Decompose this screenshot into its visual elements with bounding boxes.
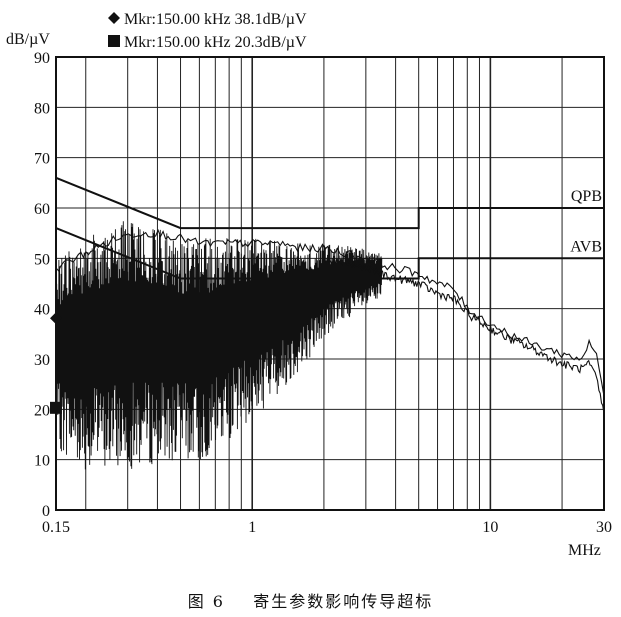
x-tick-labels: 0.15 1 10 30 xyxy=(42,519,612,536)
marker-1-label: Mkr:150.00 kHz 38.1dB/µV xyxy=(124,11,307,28)
y-tick-label: 0 xyxy=(42,503,50,520)
y-tick-label: 40 xyxy=(34,302,50,319)
plot-frame xyxy=(55,56,605,511)
y-axis-label: dB/µV xyxy=(6,31,50,48)
noise-band xyxy=(55,221,383,470)
y-tick-label: 20 xyxy=(34,402,50,419)
diamond-marker-icon xyxy=(108,12,120,24)
limit-line-qpb xyxy=(55,176,604,230)
y-tick-label: 10 xyxy=(34,453,50,470)
y-tick-label: 80 xyxy=(34,100,50,117)
y-tick-label: 50 xyxy=(34,251,50,268)
limit-label-avb: AVB xyxy=(570,238,602,255)
figure-caption: 图 6 寄生参数影响传导超标 xyxy=(187,592,434,611)
limit-lines: QPB AVB xyxy=(55,176,604,280)
y-tick-labels: 0 10 20 30 40 50 60 70 80 90 xyxy=(34,50,50,520)
x-tick-label: 30 xyxy=(596,519,612,536)
series-average-trace xyxy=(323,258,605,414)
marker-2-label: Mkr:150.00 kHz 20.3dB/µV xyxy=(124,34,307,51)
x-tick-label: 1 xyxy=(248,519,256,536)
y-tick-label: 30 xyxy=(34,352,50,369)
limit-label-qpb: QPB xyxy=(571,188,602,205)
y-tick-label: 90 xyxy=(34,50,50,67)
series-group xyxy=(55,228,605,414)
square-marker-icon xyxy=(108,35,120,47)
noise-trace xyxy=(55,221,383,470)
marker-legend: Mkr:150.00 kHz 38.1dB/µV Mkr:150.00 kHz … xyxy=(108,11,307,51)
y-tick-label: 60 xyxy=(34,201,50,218)
x-tick-label: 10 xyxy=(482,519,498,536)
limit-line-avb xyxy=(55,227,604,280)
y-tick-label: 70 xyxy=(34,151,50,168)
x-axis-label: MHz xyxy=(568,542,601,559)
x-tick-label: 0.15 xyxy=(42,519,70,536)
